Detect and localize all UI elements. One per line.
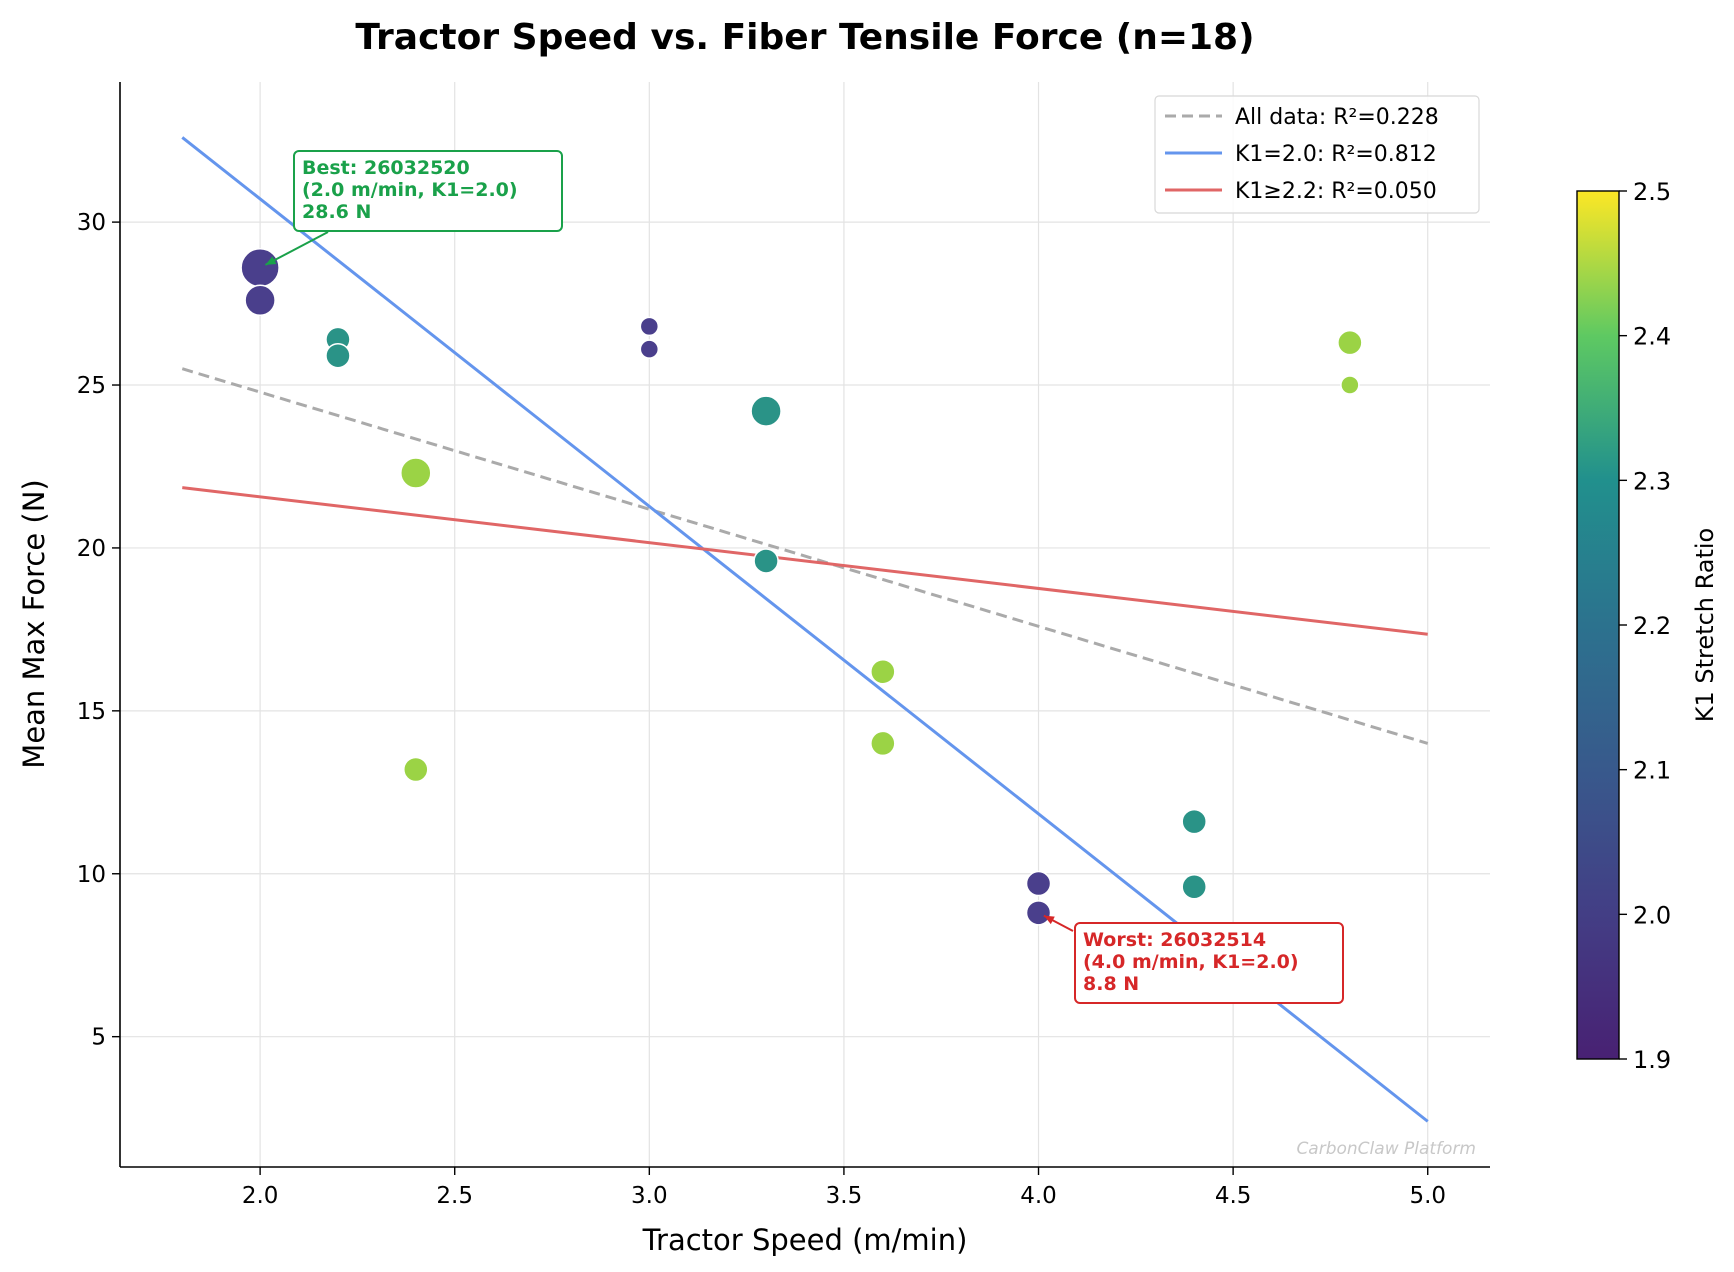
colorbar-tick-label: 2.5 [1633, 178, 1671, 206]
x-tick-label: 2.0 [242, 1183, 279, 1209]
data-point [870, 730, 896, 757]
legend-entry: All data: R²=0.228 [1235, 105, 1439, 130]
worst-annotation-text: 8.8 N [1083, 973, 1139, 995]
best-annotation-text: Best: 26032520 [302, 157, 470, 179]
x-tick-label: 3.0 [631, 1183, 668, 1209]
x-tick-label: 3.5 [826, 1183, 863, 1209]
data-point [1181, 808, 1207, 835]
data-point [753, 548, 779, 574]
chart-title: Tractor Speed vs. Fiber Tensile Force (n… [355, 17, 1254, 58]
x-axis-label: Tractor Speed (m/min) [642, 1223, 968, 1257]
x-tick-label: 4.5 [1215, 1183, 1252, 1209]
best-annotation-box [293, 150, 563, 232]
colorbar-gradient [1576, 190, 1620, 1060]
data-point [1340, 375, 1360, 395]
worst-annotation-arrowhead [1043, 915, 1055, 925]
data-point [1025, 870, 1052, 897]
colorbar-tick-label: 2.1 [1633, 757, 1671, 785]
best-annotation-text: (2.0 m/min, K1=2.0) [302, 179, 518, 201]
y-tick-label: 15 [77, 699, 106, 725]
fit-line [181, 367, 1429, 745]
annotations: Best: 26032520(2.0 m/min, K1=2.0)28.6 N W… [264, 150, 1344, 1004]
data-point [1181, 874, 1207, 900]
y-tick-label: 20 [77, 536, 106, 562]
legend-frame [1154, 95, 1480, 214]
legend: All data: R²=0.228 K1=2.0: R²=0.812 K1≥2.2… [1154, 95, 1480, 214]
best-annotation-arrow [264, 231, 329, 266]
y-tick-label: 10 [77, 862, 106, 888]
data-point [870, 658, 896, 685]
best-annotation-text: 28.6 N [302, 201, 371, 223]
worst-annotation-box [1074, 922, 1344, 1004]
data-point [244, 284, 276, 317]
legend-entry: K1≥2.2: R²=0.050 [1235, 179, 1437, 204]
colorbar: K1 Stretch Ratio 1.9 2.0 2.1 2.2 2.3 2.4 2.5 [1576, 178, 1719, 1074]
y-tick-label: 5 [91, 1025, 106, 1051]
y-axis-label: Mean Max Force (N) [17, 479, 51, 768]
x-tick-label: 2.5 [436, 1183, 473, 1209]
colorbar-tick-label: 2.2 [1633, 612, 1671, 640]
x-tick-label: 5.0 [1409, 1183, 1446, 1209]
colorbar-tick-label: 2.0 [1633, 901, 1671, 929]
colorbar-tick-label: 2.4 [1633, 323, 1671, 351]
x-tick-label: 4.0 [1020, 1183, 1057, 1209]
best-annotation-arrowhead [265, 256, 277, 265]
legend-entry: K1=2.0: R²=0.812 [1235, 142, 1437, 167]
y-tick-label: 30 [77, 210, 106, 236]
y-ticks: 5 10 15 20 25 30 [77, 210, 120, 1051]
colorbar-tick-label: 1.9 [1633, 1046, 1671, 1074]
x-ticks: 2.0 2.5 3.0 3.5 4.0 4.5 5.0 [242, 1167, 1446, 1209]
colorbar-tick-label: 2.3 [1633, 467, 1671, 495]
data-point [639, 339, 660, 359]
data-point [1025, 900, 1052, 926]
data-point [1337, 329, 1363, 356]
fit-line [182, 486, 1428, 636]
data-point [750, 395, 782, 427]
colorbar-label: K1 Stretch Ratio [1691, 528, 1719, 722]
watermark: CarbonClaw Platform [1296, 1139, 1476, 1159]
worst-annotation-text: (4.0 m/min, K1=2.0) [1083, 951, 1299, 973]
worst-annotation-text: Worst: 26032514 [1083, 929, 1266, 951]
y-tick-label: 25 [77, 373, 106, 399]
data-point [403, 756, 429, 783]
data-point [639, 316, 660, 337]
data-point [240, 247, 280, 288]
data-points [240, 247, 1363, 926]
data-point [325, 342, 351, 369]
data-point [400, 457, 432, 489]
grid [120, 82, 1490, 1167]
